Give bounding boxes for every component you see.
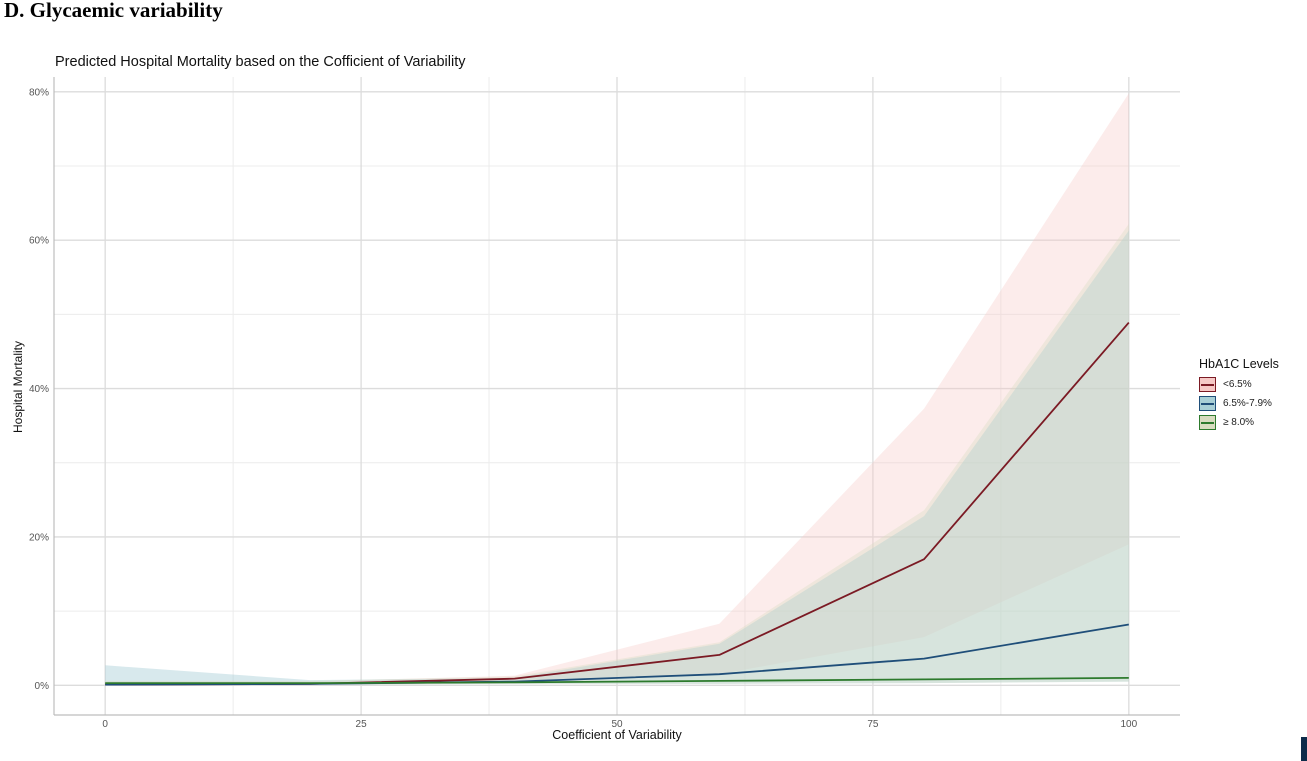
chart-title: Predicted Hospital Mortality based on th…: [55, 54, 466, 70]
legend-swatch: [1199, 377, 1216, 392]
legend: HbA1C Levels <6.5% 6.5%-7.9% ≥ 8.0%: [1199, 357, 1279, 432]
legend-label: <6.5%: [1223, 379, 1252, 390]
x-tick-label: 75: [867, 719, 879, 730]
legend-label: ≥ 8.0%: [1223, 417, 1255, 428]
legend-swatch: [1199, 396, 1216, 411]
series-line: [105, 677, 1129, 684]
y-tick-label: 60%: [29, 236, 49, 247]
legend-label: 6.5%-7.9%: [1223, 398, 1272, 409]
x-tick-label: 25: [356, 719, 368, 730]
legend-item: <6.5%: [1199, 375, 1279, 394]
confidence-band: [105, 223, 1129, 686]
x-axis-title: Coefficient of Variability: [552, 728, 682, 742]
y-tick-label: 0%: [35, 681, 50, 692]
corner-mark: [1301, 737, 1307, 761]
x-tick-label: 0: [102, 719, 108, 730]
y-tick-label: 20%: [29, 532, 49, 543]
legend-item: ≥ 8.0%: [1199, 413, 1279, 432]
y-tick-label: 80%: [29, 87, 49, 98]
y-tick-label: 40%: [29, 384, 49, 395]
x-tick-label: 100: [1120, 719, 1137, 730]
confidence-band: [105, 93, 1129, 686]
legend-swatch: [1199, 415, 1216, 430]
panel-label: D. Glycaemic variability: [4, 0, 223, 22]
legend-title: HbA1C Levels: [1199, 357, 1279, 371]
confidence-band: [105, 230, 1129, 686]
legend-items: <6.5% 6.5%-7.9% ≥ 8.0%: [1199, 375, 1279, 432]
x-tick-label: 50: [611, 719, 623, 730]
legend-item: 6.5%-7.9%: [1199, 394, 1279, 413]
